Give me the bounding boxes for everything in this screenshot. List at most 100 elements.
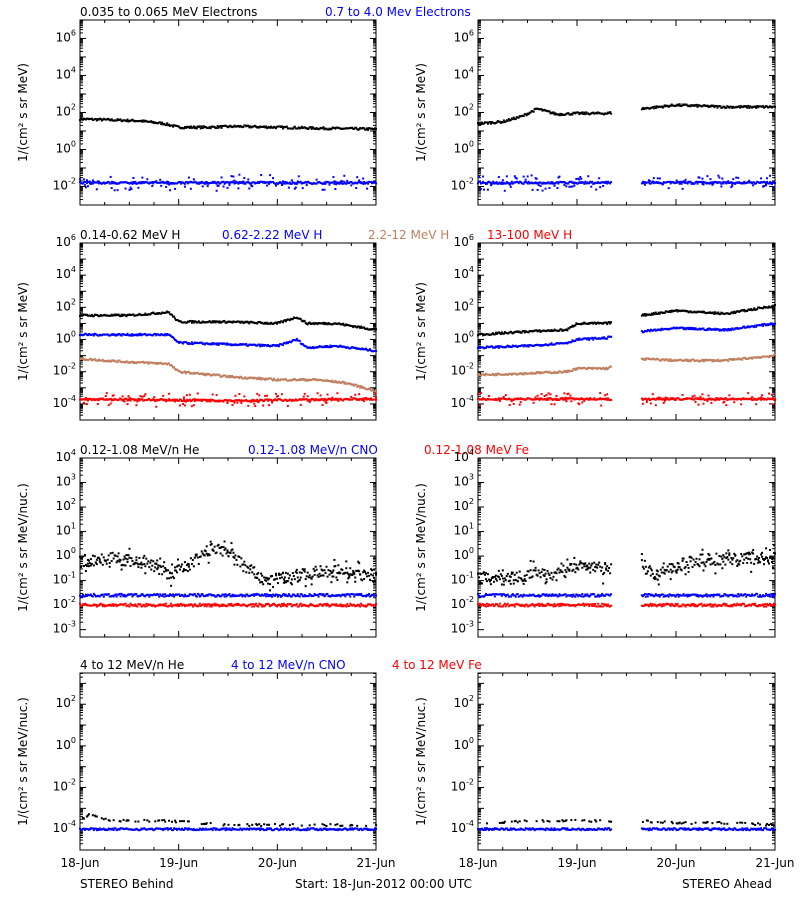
data-point xyxy=(509,182,512,185)
y-tick-label: 106 xyxy=(56,233,76,249)
series-electrons-behind-0 xyxy=(79,117,377,131)
data-point xyxy=(755,325,758,328)
data-point xyxy=(275,184,278,187)
data-point xyxy=(121,395,124,398)
data-point xyxy=(124,187,127,190)
data-point xyxy=(173,366,176,369)
data-point xyxy=(322,126,325,129)
data-point xyxy=(552,371,555,374)
data-point xyxy=(365,396,368,399)
data-point xyxy=(134,561,137,564)
data-point xyxy=(95,558,98,561)
data-point xyxy=(98,560,101,563)
data-point xyxy=(143,313,146,316)
y-tick-label: 102 xyxy=(56,297,76,313)
data-point xyxy=(600,404,603,407)
data-point xyxy=(92,315,95,318)
data-point xyxy=(271,401,274,404)
data-point xyxy=(507,118,510,121)
data-point xyxy=(143,395,146,398)
data-point xyxy=(119,315,122,318)
data-point xyxy=(669,358,672,361)
data-point xyxy=(715,396,718,399)
data-point xyxy=(120,334,123,337)
data-point xyxy=(333,182,336,185)
data-point xyxy=(209,127,212,130)
data-point xyxy=(243,177,246,180)
data-point xyxy=(772,355,775,358)
data-point xyxy=(172,398,175,401)
data-point xyxy=(276,344,279,347)
data-point xyxy=(132,180,135,183)
data-point xyxy=(375,396,377,399)
data-point xyxy=(132,398,135,401)
data-point xyxy=(126,403,129,406)
data-point xyxy=(360,385,363,388)
data-point xyxy=(90,117,93,120)
data-point xyxy=(499,333,502,336)
data-point xyxy=(701,393,704,396)
data-point xyxy=(173,337,176,340)
data-point xyxy=(501,121,504,124)
data-point xyxy=(585,111,588,114)
data-point xyxy=(139,395,142,398)
data-point xyxy=(302,377,305,380)
data-point xyxy=(358,128,361,131)
data-point xyxy=(709,105,712,108)
data-point xyxy=(711,181,714,184)
data-point xyxy=(111,551,114,554)
data-point xyxy=(101,563,104,566)
data-point xyxy=(293,187,296,190)
data-point xyxy=(682,328,685,331)
data-point xyxy=(498,120,501,123)
data-point xyxy=(651,313,654,316)
data-point xyxy=(726,329,729,332)
data-point xyxy=(540,108,543,111)
plot-frame xyxy=(477,19,776,206)
data-point xyxy=(343,174,346,177)
data-point xyxy=(648,180,651,183)
data-point xyxy=(753,326,756,329)
data-point xyxy=(569,394,572,397)
data-point xyxy=(189,342,192,345)
data-point xyxy=(289,398,292,401)
data-point xyxy=(293,125,296,128)
data-point xyxy=(118,359,121,362)
data-point xyxy=(121,314,124,317)
data-point xyxy=(712,358,715,361)
data-point xyxy=(165,334,168,337)
y-axis-label: 1/(cm² s sr MeV) xyxy=(414,63,428,162)
data-point xyxy=(592,111,595,114)
data-point xyxy=(172,125,175,128)
data-point xyxy=(116,334,119,337)
data-point xyxy=(306,395,309,398)
data-point xyxy=(772,403,775,406)
data-point xyxy=(725,182,728,185)
data-point xyxy=(730,329,733,332)
data-point xyxy=(654,404,657,407)
data-point xyxy=(550,182,553,185)
data-point xyxy=(363,181,366,184)
data-point xyxy=(570,341,573,344)
data-point xyxy=(696,182,699,185)
data-point xyxy=(189,187,192,190)
data-point xyxy=(231,404,234,407)
data-point xyxy=(640,314,643,317)
data-point xyxy=(114,554,117,557)
data-point xyxy=(128,397,131,400)
data-point xyxy=(86,334,89,337)
data-point xyxy=(584,180,587,183)
data-point xyxy=(109,119,112,122)
data-point xyxy=(90,562,93,565)
data-point xyxy=(599,397,602,400)
data-point xyxy=(109,175,112,178)
data-point xyxy=(578,337,581,340)
data-point xyxy=(610,365,613,368)
data-point xyxy=(499,182,502,185)
data-point xyxy=(732,358,735,361)
data-point xyxy=(689,310,692,313)
data-point xyxy=(174,317,177,320)
data-point xyxy=(706,175,709,178)
data-point xyxy=(527,345,530,348)
data-point xyxy=(192,321,195,324)
